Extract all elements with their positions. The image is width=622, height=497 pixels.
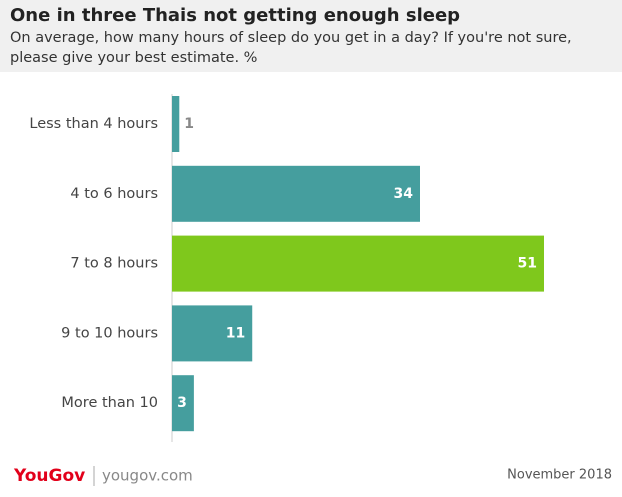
site: yougov.com (102, 467, 193, 485)
header: One in three Thais not getting enough sl… (0, 0, 622, 72)
y-tick-label: 7 to 8 hours (70, 256, 158, 272)
data-label: 1 (184, 116, 194, 132)
bar (172, 235, 544, 292)
bar (172, 96, 180, 152)
bar (172, 375, 194, 432)
chart-title: One in three Thais not getting enough sl… (10, 5, 461, 26)
data-label: 51 (518, 256, 537, 272)
date: November 2018 (507, 468, 612, 483)
y-tick-label: 4 to 6 hours (70, 186, 158, 202)
y-tick-label: Less than 4 hours (29, 116, 158, 132)
y-tick-label: More than 10 (61, 395, 158, 411)
brand: YouGov (13, 466, 85, 486)
chart: YouGov yougov.com November 2018 Less tha… (13, 94, 612, 486)
bar (172, 165, 420, 222)
y-tick-label: 9 to 10 hours (61, 325, 158, 341)
data-label: 34 (394, 186, 414, 202)
chart-subtitle: On average, how many hours of sleep do y… (10, 30, 572, 66)
data-label: 11 (226, 325, 245, 341)
bar (172, 305, 253, 362)
data-label: 3 (177, 395, 187, 411)
